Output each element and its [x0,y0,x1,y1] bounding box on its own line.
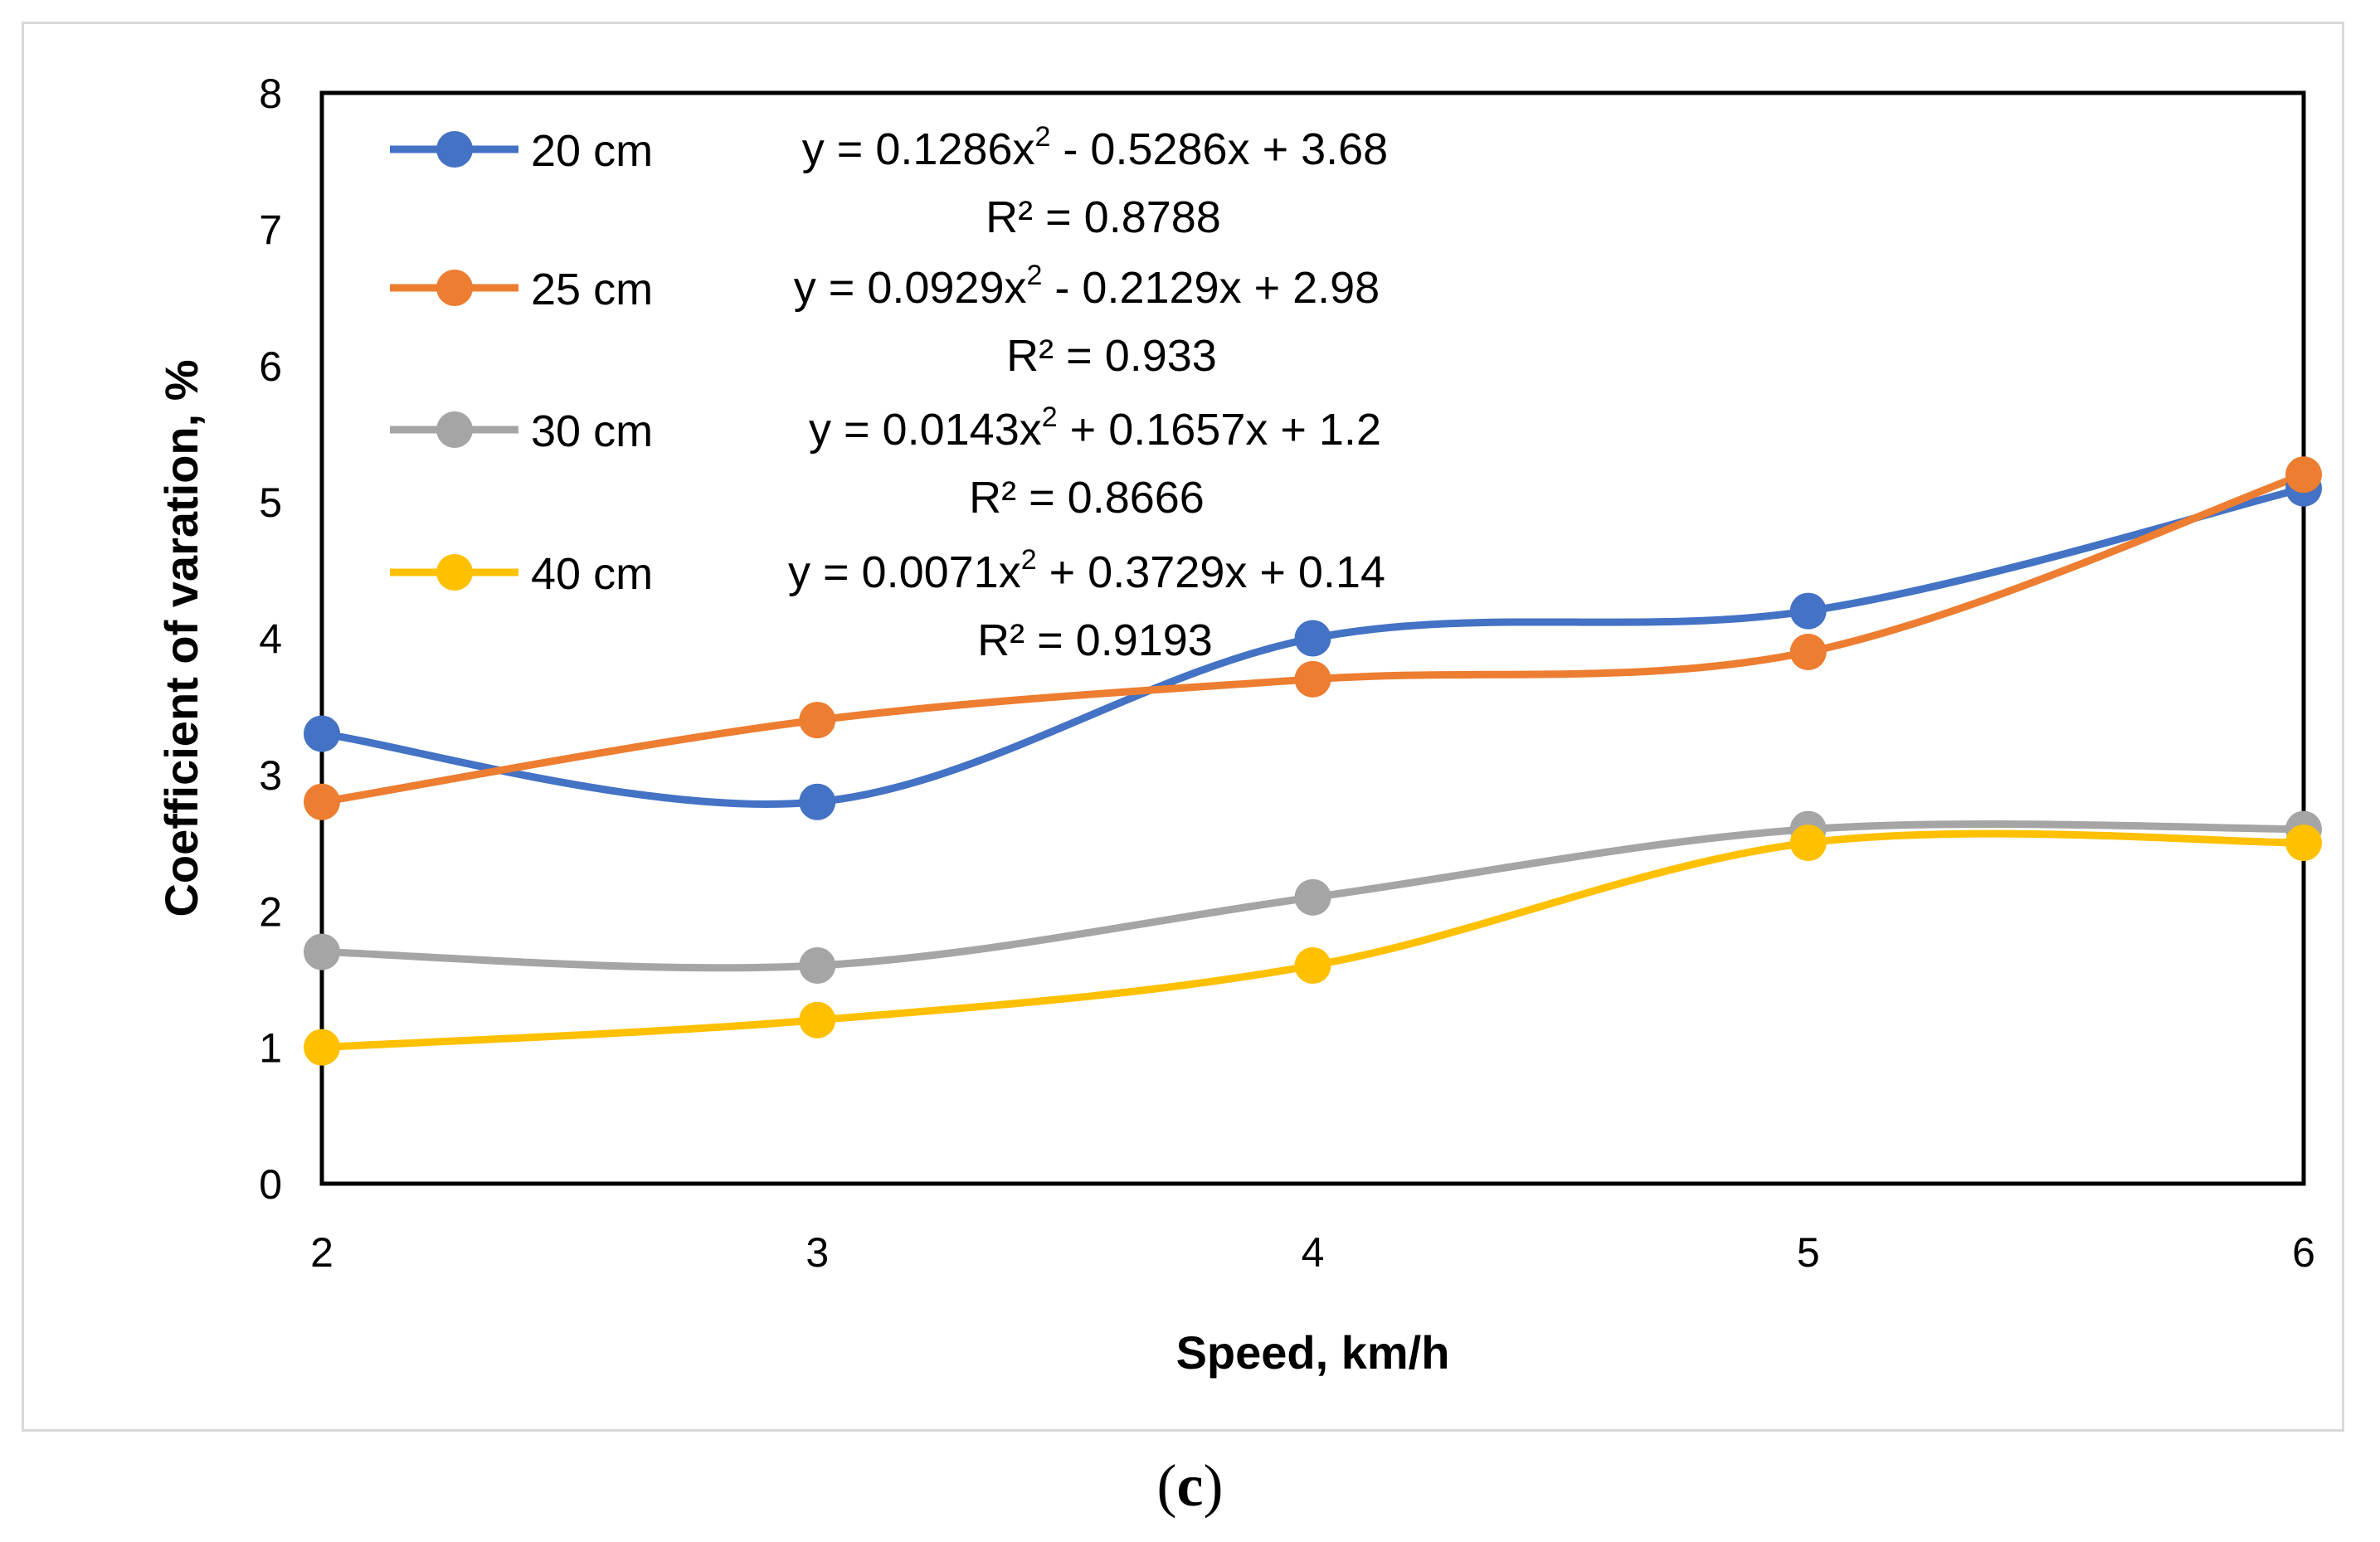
legend-label-25-cm: 25 cm [531,265,653,314]
data-point-25-cm [799,702,836,739]
data-point-40-cm [2285,825,2322,862]
data-point-20-cm [799,783,836,820]
y-tick-label: 7 [259,207,282,253]
x-tick-label: 5 [1797,1229,1820,1276]
data-point-25-cm [1294,660,1331,698]
x-tick-label: 3 [806,1229,829,1276]
figure-caption: (c) [0,1452,2380,1520]
legend-marker-40-cm [436,554,473,591]
caption-close: ) [1203,1452,1224,1519]
legend-marker-25-cm [436,270,473,306]
legend-label-40-cm: 40 cm [531,549,653,599]
data-point-40-cm [304,1029,340,1066]
x-axis-title: Speed, km/h [1176,1326,1450,1379]
plot-area-border [319,90,2306,1186]
y-tick-label: 2 [259,888,282,935]
data-point-25-cm [2285,456,2322,494]
trendline-r-squared: R² = 0.8666 [969,473,1205,523]
data-point-20-cm [304,715,340,752]
trendline-equation: y = 0.0929x2 - 0.2129x + 2.98 [794,260,1380,313]
x-tick-label: 2 [310,1229,333,1276]
y-tick-label: 0 [259,1161,282,1208]
data-point-40-cm [1294,947,1331,984]
trendline-r-squared: R² = 0.9193 [977,615,1213,665]
caption-open: ( [1156,1452,1177,1519]
data-point-30-cm [1294,878,1331,916]
trendline-r-squared: R² = 0.8788 [986,192,1221,242]
data-point-20-cm [1789,592,1827,630]
y-tick-label: 4 [259,616,282,663]
data-point-20-cm [1294,620,1331,657]
data-point-25-cm [1789,633,1827,670]
trendline-r-squared: R² = 0.933 [1006,331,1217,381]
data-point-30-cm [304,933,340,970]
legend-label-30-cm: 30 cm [531,406,653,456]
y-axis-title: Coefficient of varation, % [155,359,207,917]
x-tick-label: 6 [2292,1229,2315,1276]
y-tick-label: 1 [259,1025,282,1072]
trendline-equation: y = 0.0143x2 + 0.1657x + 1.2 [809,401,1381,455]
data-point-40-cm [799,1001,836,1039]
y-tick-label: 5 [259,479,282,526]
y-tick-label: 8 [259,71,282,117]
trendline-equation: y = 0.0071x2 + 0.3729x + 0.14 [788,544,1385,597]
series-line-40-cm [318,829,2308,1052]
y-tick-label: 3 [259,752,282,799]
x-tick-label: 4 [1302,1229,1325,1276]
chart-frame [22,22,2344,1432]
data-point-40-cm [1789,825,1827,862]
legend-marker-20-cm [436,131,473,168]
caption-letter: c [1176,1452,1204,1519]
data-point-30-cm [799,947,836,984]
trendline-equation: y = 0.1286x2 - 0.5286x + 3.68 [802,121,1388,174]
data-point-25-cm [304,783,340,820]
legend-marker-30-cm [436,411,473,448]
y-tick-label: 6 [259,343,282,390]
legend-label-20-cm: 20 cm [531,126,653,176]
